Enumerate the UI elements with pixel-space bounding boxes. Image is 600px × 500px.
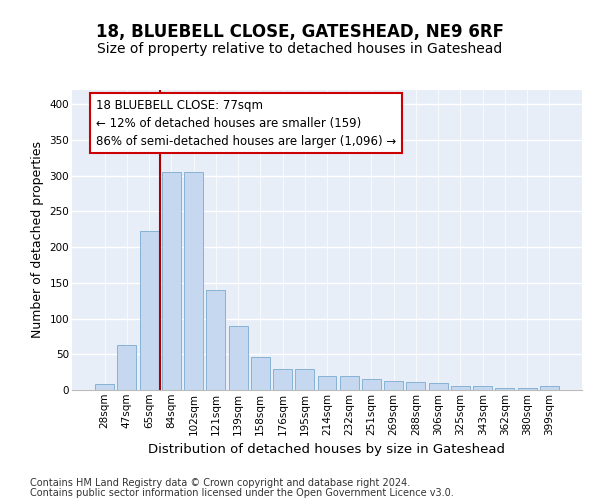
Bar [229,326,248,390]
Bar [473,386,492,390]
Bar [540,386,559,390]
Bar [496,388,514,390]
Bar [162,172,181,390]
Bar [295,368,314,390]
Bar [118,345,136,390]
Bar [340,376,359,390]
Bar [518,388,536,390]
Bar [140,232,158,390]
Text: 18, BLUEBELL CLOSE, GATESHEAD, NE9 6RF: 18, BLUEBELL CLOSE, GATESHEAD, NE9 6RF [96,22,504,40]
Bar [384,380,403,390]
Bar [362,380,381,390]
Text: Contains public sector information licensed under the Open Government Licence v3: Contains public sector information licen… [30,488,454,498]
Bar [317,376,337,390]
X-axis label: Distribution of detached houses by size in Gateshead: Distribution of detached houses by size … [149,443,505,456]
Bar [406,382,425,390]
Bar [251,357,270,390]
Bar [95,384,114,390]
Bar [184,172,203,390]
Bar [429,383,448,390]
Bar [206,290,225,390]
Bar [451,386,470,390]
Text: Size of property relative to detached houses in Gateshead: Size of property relative to detached ho… [97,42,503,56]
Text: Contains HM Land Registry data © Crown copyright and database right 2024.: Contains HM Land Registry data © Crown c… [30,478,410,488]
Bar [273,368,292,390]
Y-axis label: Number of detached properties: Number of detached properties [31,142,44,338]
Text: 18 BLUEBELL CLOSE: 77sqm
← 12% of detached houses are smaller (159)
86% of semi-: 18 BLUEBELL CLOSE: 77sqm ← 12% of detach… [96,98,396,148]
